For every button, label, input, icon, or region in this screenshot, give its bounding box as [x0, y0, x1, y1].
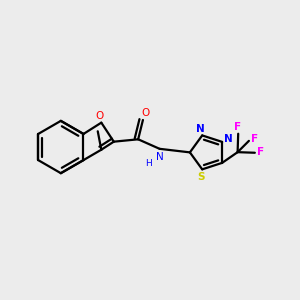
Text: F: F — [257, 147, 264, 157]
Text: O: O — [142, 108, 150, 118]
Text: N: N — [224, 134, 233, 144]
Text: N: N — [196, 124, 205, 134]
Text: S: S — [197, 172, 205, 182]
Text: F: F — [234, 122, 241, 132]
Text: N: N — [156, 152, 164, 161]
Text: O: O — [96, 111, 104, 121]
Text: F: F — [251, 134, 258, 144]
Text: H: H — [145, 159, 152, 168]
